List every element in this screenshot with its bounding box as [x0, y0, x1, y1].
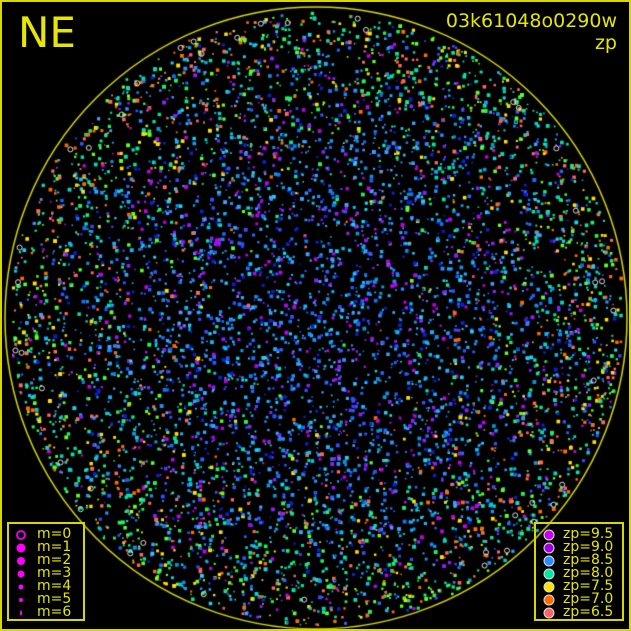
zp-color-swatch-icon — [543, 568, 555, 579]
zp-legend-entry: zp=9.0 — [536, 539, 622, 555]
zp-color-swatch-icon — [543, 529, 555, 540]
zp-legend-entry: zp=7.0 — [536, 591, 622, 607]
zp-legend-entry: zp=7.5 — [536, 578, 622, 594]
magnitude-legend-label: m=2 — [37, 552, 72, 568]
zp-legend-entry: zp=9.5 — [536, 526, 622, 542]
direction-label: NE — [18, 8, 76, 57]
zp-legend: zp=9.5 zp=9.0 zp=8.5 zp=8.0 zp=7.5 zp=7.0 zp=6… — [534, 522, 624, 621]
zp-color-swatch-icon — [543, 555, 555, 566]
magnitude-legend-label: m=3 — [37, 565, 72, 581]
quantity-label: zp — [594, 32, 617, 54]
magnitude-legend-entry: m=2 — [9, 552, 83, 568]
magnitude-marker-icon — [17, 556, 25, 565]
magnitude-legend-entry: m=3 — [9, 565, 83, 581]
magnitude-marker-icon — [17, 570, 25, 577]
magnitude-marker-icon — [20, 610, 22, 615]
magnitude-marker-icon — [18, 584, 24, 589]
magnitude-legend-entry: m=5 — [9, 591, 83, 607]
zp-legend-label: zp=7.0 — [563, 591, 614, 607]
zp-legend-label: zp=8.5 — [563, 552, 614, 568]
magnitude-legend-label: m=6 — [37, 604, 72, 620]
magnitude-marker-icon — [16, 543, 26, 552]
zp-legend-label: zp=8.0 — [563, 565, 614, 581]
zp-legend-label: zp=6.5 — [563, 604, 614, 620]
zp-color-swatch-icon — [543, 607, 555, 618]
zp-legend-entry: zp=8.5 — [536, 552, 622, 568]
magnitude-legend-label: m=5 — [37, 591, 72, 607]
magnitude-marker-icon — [16, 529, 26, 540]
magnitude-legend-entry: m=4 — [9, 578, 83, 594]
zp-legend-entry: zp=8.0 — [536, 565, 622, 581]
magnitude-legend-entry: m=0 — [9, 526, 83, 542]
zp-color-swatch-icon — [543, 581, 555, 592]
zp-color-swatch-icon — [543, 594, 555, 605]
image-id: 03k61048o0290w — [445, 10, 617, 32]
magnitude-legend-entry: m=6 — [9, 604, 83, 620]
magnitude-legend-label: m=4 — [37, 578, 72, 594]
magnitude-legend-entry: m=1 — [9, 539, 83, 555]
magnitude-legend-label: m=1 — [37, 539, 72, 555]
zp-legend-entry: zp=6.5 — [536, 604, 622, 620]
zp-legend-label: zp=7.5 — [563, 578, 614, 594]
image-info: 03k61048o0290w zp — [446, 10, 617, 54]
magnitude-legend-label: m=0 — [37, 526, 72, 542]
zp-legend-label: zp=9.5 — [563, 526, 614, 542]
zp-color-swatch-icon — [543, 542, 555, 553]
zp-legend-label: zp=9.0 — [563, 539, 614, 555]
magnitude-legend: m=0 m=1 m=2 m=3 m=4 m=5 m=6 — [7, 522, 85, 621]
magnitude-marker-icon — [19, 597, 23, 602]
